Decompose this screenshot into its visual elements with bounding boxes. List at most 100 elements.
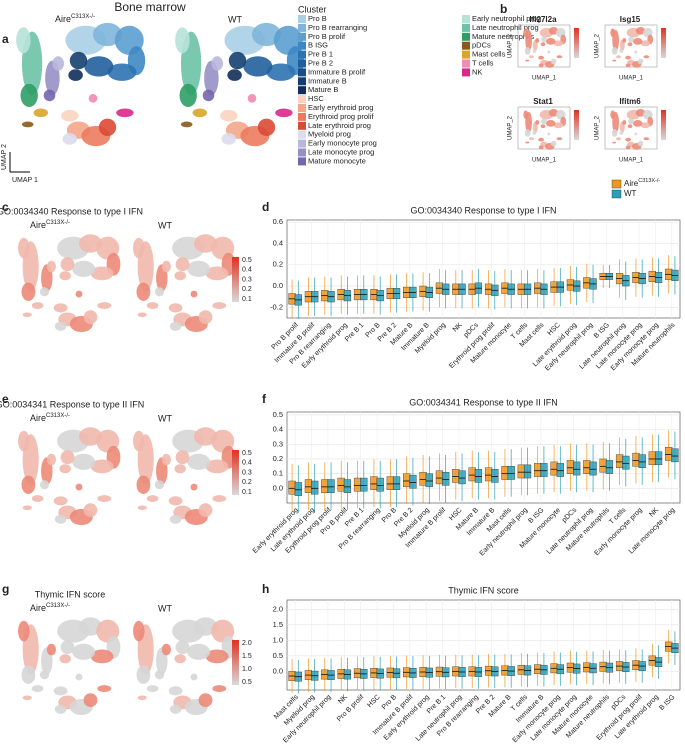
umap-cluster (175, 450, 190, 465)
legend-label: Erythroid prog prolif (308, 112, 374, 121)
box (442, 471, 450, 486)
umap-cluster (72, 643, 96, 660)
umap-cluster (174, 654, 186, 664)
gene-title: Isg15 (620, 15, 641, 24)
umap-cluster (532, 131, 537, 135)
box (632, 452, 640, 467)
umap-cluster (146, 495, 159, 503)
box (376, 477, 384, 492)
umap-cluster (39, 287, 50, 297)
umap (133, 427, 236, 526)
mini-axis-label: UMAP_2 (508, 33, 514, 58)
legend-swatch (298, 41, 306, 50)
umap-cluster (31, 685, 44, 693)
umap-cluster (46, 260, 56, 273)
umap (18, 427, 121, 526)
legend-swatch (298, 95, 306, 104)
sample-superscript: C313X-/- (46, 603, 70, 609)
legend-label: pDCs (472, 41, 491, 50)
box (648, 451, 656, 466)
umap (133, 617, 236, 716)
umap-cluster (632, 120, 643, 127)
umap-cluster (168, 303, 183, 313)
umap-cluster (198, 310, 213, 324)
umap-cluster (62, 133, 78, 145)
sample-name: Aire (30, 220, 46, 230)
umap (523, 108, 567, 150)
umap-cluster (529, 137, 534, 141)
legend-swatch (462, 23, 470, 32)
umap-cluster (18, 620, 30, 642)
mini-axis-label: UMAP_1 (619, 158, 644, 164)
panel-label: h (262, 582, 269, 596)
umap-cluster (525, 59, 530, 62)
umap-cluster (243, 56, 273, 77)
panel-label: f (262, 392, 267, 406)
umap-cluster (136, 665, 151, 684)
box (589, 461, 597, 476)
mini-frame (604, 24, 658, 68)
umap-cluster (154, 287, 165, 297)
umap-cluster (643, 55, 650, 59)
legend-swatch (298, 112, 306, 121)
umap-title: Thymic IFN score (35, 589, 106, 599)
sample-superscript: C313X-/- (46, 413, 70, 419)
umap-cluster (154, 670, 165, 680)
y-tick-label: 0.2 (273, 260, 283, 269)
umap-cluster (53, 686, 68, 696)
umap-cluster (46, 643, 56, 656)
umap-cluster (187, 453, 211, 470)
umap-cluster (212, 685, 227, 693)
umap-cluster (31, 302, 44, 310)
umap-cluster (198, 503, 213, 517)
umap-cluster (43, 89, 56, 102)
box (468, 467, 476, 482)
y-tick-label: -0.2 (270, 302, 283, 311)
box (294, 482, 302, 496)
umap-cluster (75, 673, 83, 681)
gene-title: Ifi27l2a (529, 15, 557, 24)
colorbar (232, 450, 239, 495)
colorbar-label: 0.2 (242, 286, 252, 293)
box (671, 448, 679, 463)
umap-cluster (168, 686, 183, 696)
plot-background (286, 599, 681, 691)
umap-cluster (146, 685, 159, 693)
sample-label: AireC313X-/- (30, 220, 70, 231)
x-tick-label: B ISG (658, 694, 676, 712)
box (311, 480, 319, 495)
box (573, 461, 581, 476)
box (507, 466, 515, 480)
umap-cluster (137, 505, 147, 511)
plot-background (286, 411, 681, 504)
umap-cluster (161, 643, 171, 656)
umap-cluster (637, 58, 644, 65)
umap-cluster (622, 38, 627, 43)
umap-title: GO:0034341 Response to type II IFN (0, 399, 144, 409)
umap (16, 22, 146, 147)
legend-label: Immature B prolif (308, 67, 366, 76)
umap-cluster (98, 118, 117, 136)
umap-cluster (21, 475, 36, 494)
umap-cluster (628, 36, 634, 43)
box (474, 469, 483, 483)
umap-cluster (84, 56, 114, 77)
umap-cluster (275, 108, 293, 118)
box (425, 473, 433, 488)
legend-label: Late monocyte prog (308, 147, 374, 156)
umap-cluster (21, 282, 36, 301)
umap-cluster (20, 83, 38, 107)
colorbar-label: 0.3 (242, 276, 252, 283)
umap (610, 26, 654, 68)
umap-cluster (54, 704, 67, 714)
sample-name: Aire (55, 14, 71, 24)
colorbar (574, 28, 579, 58)
colorbar (661, 110, 666, 140)
box (304, 479, 313, 493)
umap-cluster (553, 40, 564, 47)
box (501, 466, 509, 480)
umap-cluster (547, 132, 551, 136)
umap-cluster (205, 459, 229, 474)
legend-label: Late erythroid prog (308, 121, 371, 130)
